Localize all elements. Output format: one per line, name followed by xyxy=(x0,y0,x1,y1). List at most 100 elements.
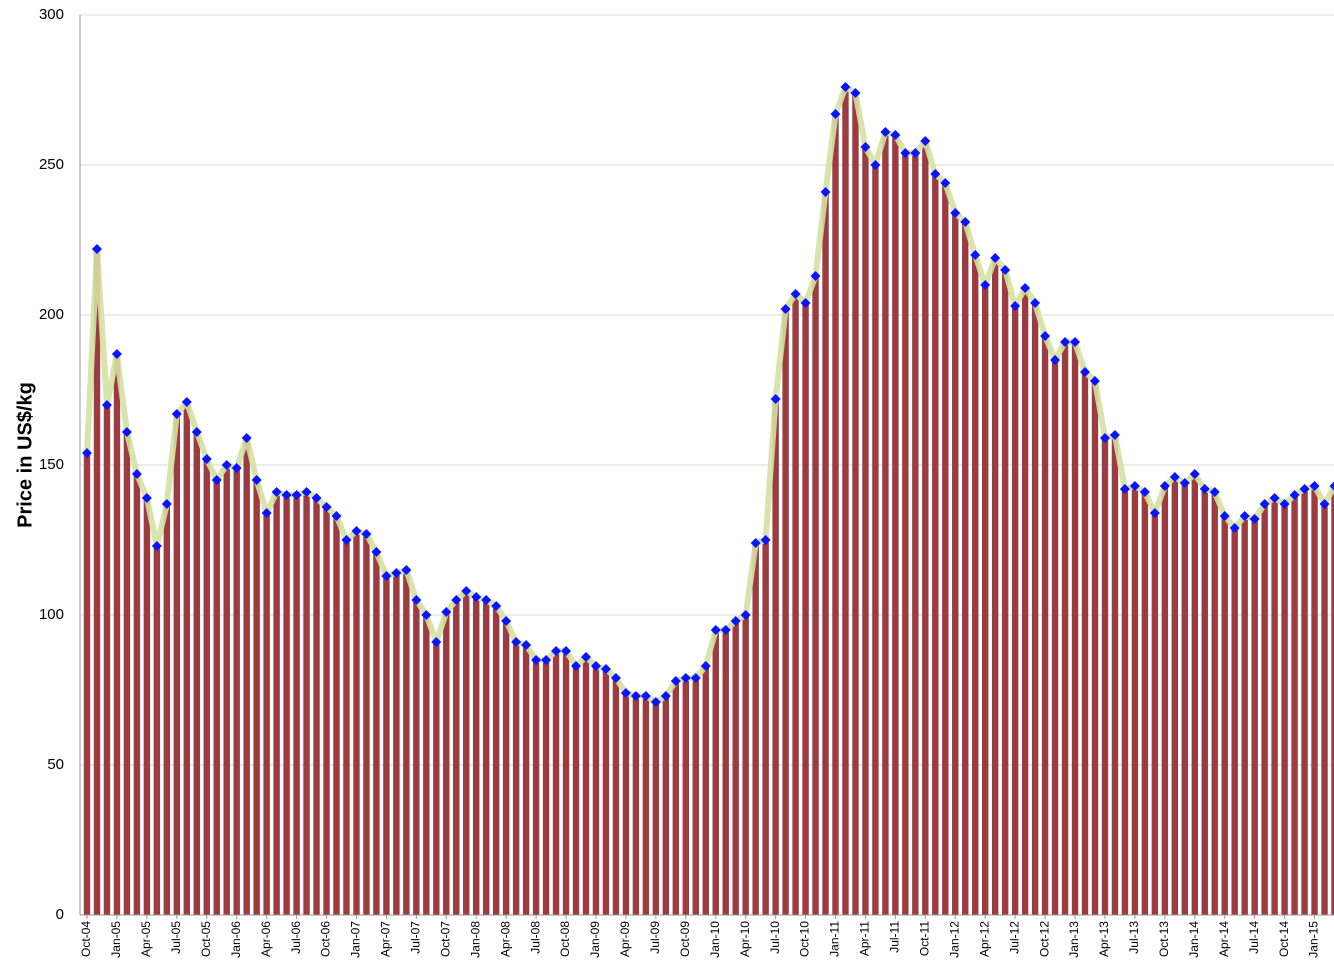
bar xyxy=(1251,519,1258,915)
marker xyxy=(720,625,731,635)
bar xyxy=(1311,486,1318,915)
marker xyxy=(670,676,681,686)
marker xyxy=(1239,511,1250,521)
bar xyxy=(512,642,520,915)
marker xyxy=(1189,469,1200,479)
x-tick-label: Jan-11 xyxy=(828,921,842,957)
marker xyxy=(880,127,891,137)
x-tick-label: Jan-08 xyxy=(468,921,482,958)
marker xyxy=(261,508,272,518)
marker xyxy=(960,217,971,227)
bar xyxy=(862,147,869,915)
bar xyxy=(1021,288,1029,915)
marker xyxy=(571,661,582,671)
bar xyxy=(1301,489,1308,915)
marker xyxy=(111,349,122,359)
bar xyxy=(363,534,370,915)
bar xyxy=(872,165,879,915)
x-tick-label: Apr-13 xyxy=(1097,921,1111,957)
bar xyxy=(732,621,739,915)
x-tick-label: Jul-10 xyxy=(768,921,782,954)
marker xyxy=(271,487,282,497)
bar xyxy=(113,354,121,915)
marker xyxy=(620,688,631,698)
marker xyxy=(1159,481,1170,491)
bar xyxy=(1061,342,1069,915)
bar xyxy=(373,552,380,915)
marker xyxy=(541,655,552,665)
marker xyxy=(1169,472,1180,482)
bar xyxy=(423,615,430,915)
bar xyxy=(562,651,570,915)
y-axis-label: Price in US$/kg xyxy=(14,382,36,528)
bar xyxy=(163,504,171,915)
marker xyxy=(770,394,781,404)
marker xyxy=(1060,337,1071,347)
marker xyxy=(461,586,472,596)
marker xyxy=(471,592,482,602)
bar xyxy=(712,630,719,915)
bar xyxy=(552,651,560,915)
bar xyxy=(912,153,919,915)
bar xyxy=(1111,435,1119,915)
marker xyxy=(600,664,611,674)
x-tick-label: Apr-06 xyxy=(259,921,273,957)
x-tick-label: Jul-05 xyxy=(169,921,183,954)
marker xyxy=(561,646,572,656)
marker xyxy=(780,304,791,314)
bar xyxy=(1161,486,1169,915)
bar xyxy=(303,492,310,915)
bar xyxy=(652,702,660,915)
marker xyxy=(980,280,991,290)
bar xyxy=(792,294,799,915)
x-tick-label: Apr-11 xyxy=(858,921,872,956)
bar xyxy=(213,480,220,915)
y-tick-label: 50 xyxy=(47,756,64,773)
bar xyxy=(1121,489,1129,915)
marker xyxy=(800,298,811,308)
marker xyxy=(820,187,831,197)
marker xyxy=(990,253,1001,263)
marker xyxy=(1289,490,1300,500)
marker xyxy=(121,427,132,437)
marker xyxy=(211,475,222,485)
bar xyxy=(343,540,350,915)
bar xyxy=(492,606,500,915)
marker xyxy=(1089,376,1100,386)
bar xyxy=(103,405,111,915)
marker xyxy=(82,448,92,458)
marker xyxy=(1299,484,1310,494)
marker xyxy=(830,109,841,119)
marker xyxy=(900,148,911,158)
bar xyxy=(892,135,899,915)
marker xyxy=(640,691,651,701)
bar xyxy=(582,657,590,915)
x-tick-label: Jul-11 xyxy=(888,921,902,953)
bar xyxy=(852,93,859,915)
x-tick-label: Jan-05 xyxy=(109,921,123,958)
bar xyxy=(1041,336,1049,915)
marker xyxy=(1309,481,1320,491)
bar xyxy=(572,666,580,915)
marker xyxy=(1020,283,1031,293)
marker xyxy=(311,493,322,503)
x-tick-label: Jul-13 xyxy=(1127,921,1141,954)
marker xyxy=(920,136,931,146)
y-tick-label: 200 xyxy=(39,306,64,323)
bar xyxy=(1051,360,1059,915)
y-tick-label: 300 xyxy=(39,6,64,23)
bar xyxy=(682,678,689,915)
bar xyxy=(433,642,440,915)
bar xyxy=(393,573,400,915)
marker xyxy=(451,595,462,605)
bar xyxy=(153,546,161,915)
y-tick-label: 100 xyxy=(39,606,64,623)
x-tick-label: Jul-06 xyxy=(289,921,303,954)
y-tick-label: 150 xyxy=(39,456,64,473)
x-tick-label: Oct-13 xyxy=(1157,921,1171,957)
bar xyxy=(443,612,450,915)
marker xyxy=(940,178,951,188)
bar xyxy=(832,114,839,915)
bar xyxy=(1261,504,1268,915)
